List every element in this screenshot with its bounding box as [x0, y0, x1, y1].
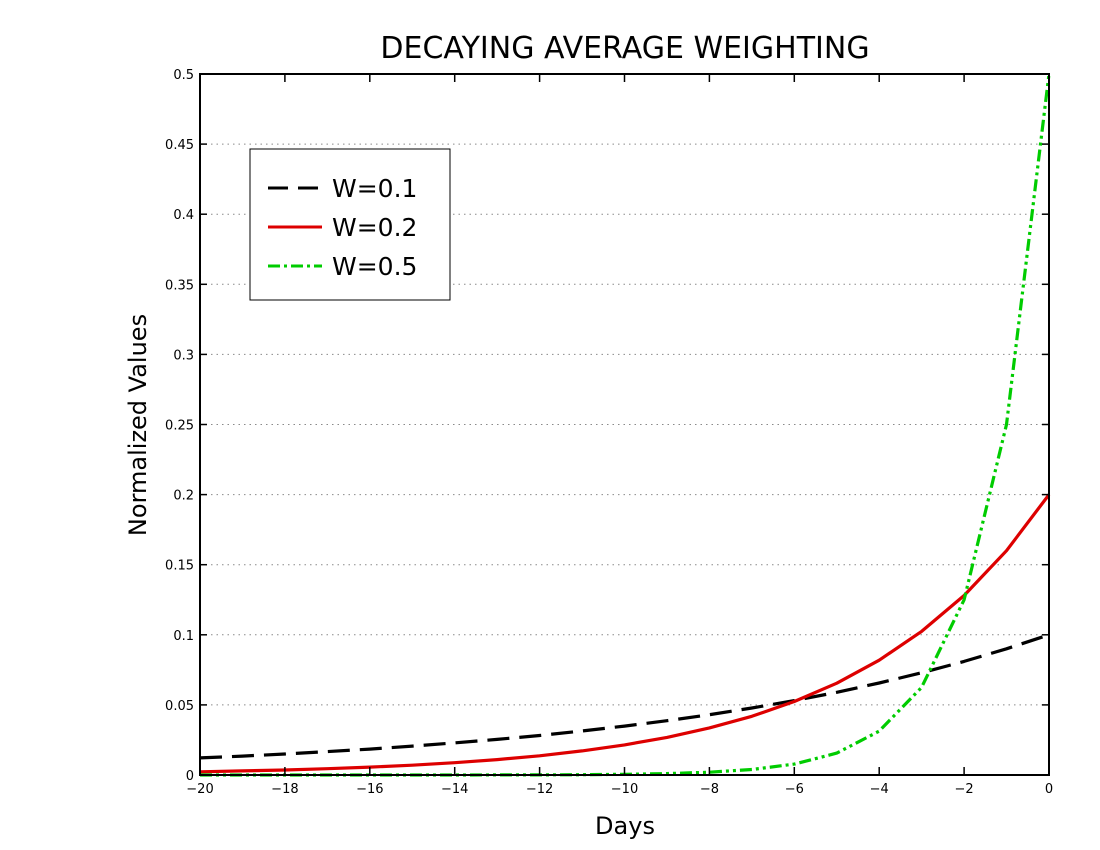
legend-label-3: W=0.5	[332, 252, 417, 281]
y-tick-label: 0.35	[165, 278, 194, 293]
legend-label-2: W=0.2	[332, 213, 417, 242]
y-tick-label: 0.1	[173, 629, 194, 644]
x-tick-label: −20	[186, 782, 213, 797]
x-tick-label: −4	[870, 782, 889, 797]
x-tick-label: −10	[611, 782, 638, 797]
x-axis-label: Days	[595, 812, 655, 840]
y-tick-label: 0.15	[165, 559, 194, 574]
series-line-2	[199, 493, 1051, 774]
y-tick-label: 0.45	[165, 138, 194, 153]
legend: W=0.1 W=0.2 W=0.5	[249, 148, 451, 301]
y-tick-label: 0.05	[165, 699, 194, 714]
x-tick-label: −18	[271, 782, 298, 797]
y-tick-label: 0.5	[173, 68, 194, 83]
axis-ticks: 00.050.10.150.20.250.30.350.40.450.5−20−…	[165, 68, 1053, 797]
y-tick-label: 0.2	[173, 489, 194, 504]
x-tick-label: −8	[700, 782, 719, 797]
y-axis-label: Normalized Values	[124, 314, 152, 536]
x-tick-label: 0	[1045, 782, 1053, 797]
y-tick-label: 0.4	[173, 208, 194, 223]
chart-title: DECAYING AVERAGE WEIGHTING	[380, 31, 869, 66]
legend-label-1: W=0.1	[332, 174, 417, 203]
y-tick-label: 0.25	[165, 419, 194, 434]
x-tick-label: −12	[526, 782, 553, 797]
x-tick-label: −16	[356, 782, 383, 797]
series-line-1	[199, 633, 1050, 760]
x-tick-label: −2	[955, 782, 974, 797]
y-tick-label: 0.3	[173, 348, 194, 363]
legend-box	[249, 148, 451, 301]
grid-lines	[200, 143, 1049, 706]
x-tick-label: −6	[785, 782, 804, 797]
y-tick-label: 0	[186, 769, 194, 784]
x-tick-label: −14	[441, 782, 468, 797]
